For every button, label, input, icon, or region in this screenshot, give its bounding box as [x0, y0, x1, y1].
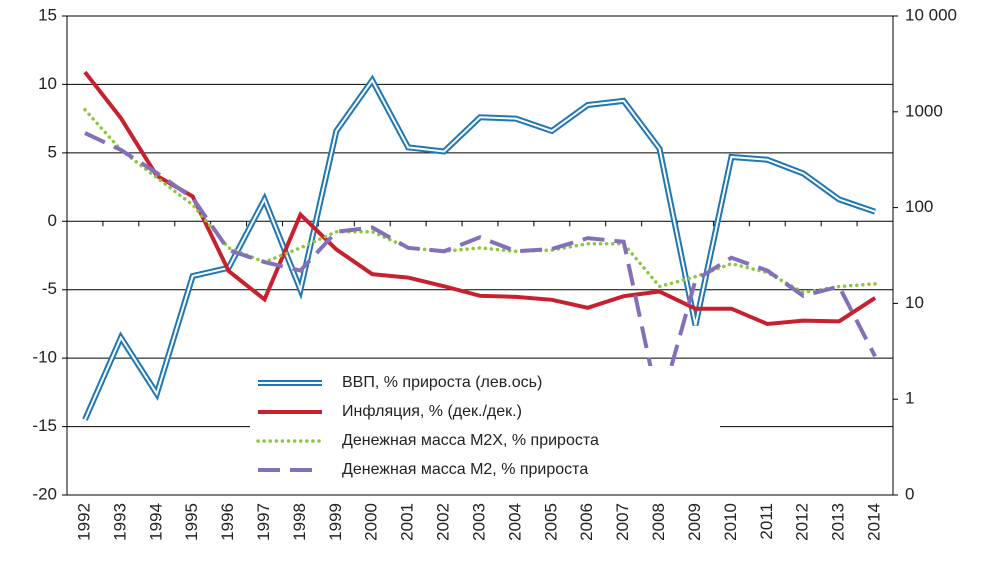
legend-box — [250, 366, 720, 492]
y-tick-label: -15 — [32, 416, 57, 435]
y2-tick-label: 0 — [905, 484, 914, 503]
x-tick-label: 2013 — [829, 503, 848, 541]
x-tick-label: 1998 — [290, 503, 309, 541]
x-tick-label: 1992 — [74, 503, 93, 541]
y2-tick-label: 1000 — [905, 101, 943, 120]
x-tick-label: 2001 — [398, 503, 417, 541]
series-group — [83, 70, 877, 327]
x-tick-label: 2007 — [613, 503, 632, 541]
y2-tick-label: 10 — [905, 293, 924, 312]
y-tick-label: -5 — [42, 279, 57, 298]
x-tick-label: 1996 — [218, 503, 237, 541]
x-tick-label: 2008 — [649, 503, 668, 541]
legend-item: ВВП, % прироста (лев.ось) — [258, 374, 542, 391]
y-tick-label: 10 — [38, 74, 57, 93]
y2-tick-label: 100 — [905, 197, 933, 216]
legend-label: Денежная масса М2Х, % прироста — [342, 432, 599, 449]
x-tick-label: 2005 — [541, 503, 560, 541]
y-tick-label: 5 — [48, 142, 57, 161]
line-inner — [84, 78, 876, 421]
y-tick-label: 0 — [48, 211, 57, 230]
y-tick-label: -10 — [32, 348, 57, 367]
legend-label: Денежная масса М2, % прироста — [342, 461, 588, 478]
x-tick-label: 2014 — [865, 503, 884, 541]
x-tick-label: 1995 — [182, 503, 201, 541]
legend-item: Инфляция, % (дек./дек.) — [258, 403, 522, 420]
x-tick-label: 1997 — [254, 503, 273, 541]
x-tick-label: 1993 — [110, 503, 129, 541]
x-tick-label: 2000 — [362, 503, 381, 541]
line-series — [83, 108, 877, 295]
x-tick-label: 2006 — [577, 503, 596, 541]
series-group — [83, 108, 877, 295]
legend-label: Инфляция, % (дек./дек.) — [342, 403, 522, 420]
x-tick-label: 2010 — [721, 503, 740, 541]
x-tick-label: 2003 — [469, 503, 488, 541]
y2-tick-label: 10 000 — [905, 5, 957, 24]
x-tick-label: 2004 — [505, 503, 524, 541]
x-tick-label: 1994 — [146, 503, 165, 541]
x-tick-label: 2012 — [793, 503, 812, 541]
x-tick-label: 2002 — [434, 503, 453, 541]
x-tick-label: 2009 — [685, 503, 704, 541]
y2-tick-label: 1 — [905, 389, 914, 408]
legend-item: Денежная масса М2, % прироста — [258, 461, 588, 478]
y-tick-label: 15 — [38, 5, 57, 24]
x-tick-label: 1999 — [326, 503, 345, 541]
y-tick-label: -20 — [32, 484, 57, 503]
line-series — [84, 131, 877, 410]
legend: ВВП, % прироста (лев.ось) Инфляция, % (де… — [250, 366, 720, 492]
legend-item: Денежная масса М2Х, % прироста — [256, 432, 599, 449]
series-group — [84, 131, 877, 410]
x-tick-label: 2011 — [757, 503, 776, 540]
series-group — [82, 74, 877, 421]
legend-label: ВВП, % прироста (лев.ось) — [342, 374, 542, 391]
line-series — [83, 70, 877, 327]
